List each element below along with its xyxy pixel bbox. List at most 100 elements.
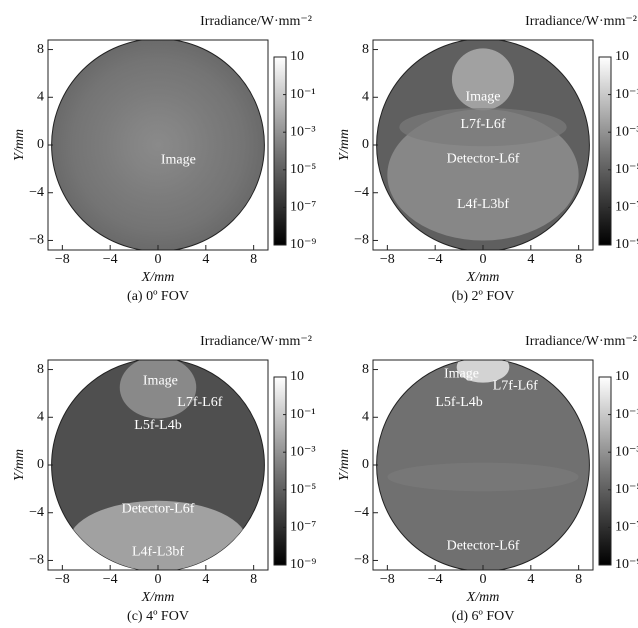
y-axis-label: Y/mm bbox=[12, 449, 27, 481]
annotation: L7f-L6f bbox=[493, 378, 538, 393]
y-tick-label: −8 bbox=[29, 553, 44, 568]
x-tick-label: 4 bbox=[527, 252, 534, 267]
y-tick-label: −8 bbox=[29, 233, 44, 248]
colorbar bbox=[598, 56, 612, 246]
y-tick-label: −4 bbox=[29, 505, 44, 520]
y-tick-label: −4 bbox=[29, 185, 44, 200]
x-tick-label: −4 bbox=[428, 252, 443, 267]
x-axis-label: X/mm bbox=[466, 270, 500, 285]
heatmap-image bbox=[376, 40, 590, 250]
y-tick-label: 0 bbox=[37, 457, 44, 472]
x-tick-label: −8 bbox=[55, 252, 70, 267]
bright-region bbox=[387, 462, 579, 492]
x-tick-label: −8 bbox=[380, 572, 395, 587]
y-tick-label: 4 bbox=[362, 89, 369, 104]
colorbar-tick-label: 10⁻⁹ bbox=[290, 557, 316, 572]
x-tick-label: 4 bbox=[202, 252, 209, 267]
heatmap-image bbox=[376, 360, 590, 570]
x-tick-label: −4 bbox=[103, 572, 118, 587]
x-tick-label: 0 bbox=[480, 252, 487, 267]
x-tick-label: 8 bbox=[575, 572, 582, 587]
y-axis-label: Y/mm bbox=[12, 129, 27, 161]
colorbar-tick-label: 10⁻⁵ bbox=[290, 162, 316, 177]
x-tick-label: 8 bbox=[250, 572, 257, 587]
colorbar-tick-label: 10⁻⁹ bbox=[290, 237, 316, 252]
annotation: L7f-L6f bbox=[177, 395, 222, 410]
annotation: Image bbox=[466, 89, 501, 104]
colorbar-tick-label: 10⁻⁹ bbox=[615, 237, 638, 252]
annotation: L5f-L4b bbox=[435, 395, 482, 410]
colorbar-tick-label: 10⁻³ bbox=[615, 124, 638, 139]
disc bbox=[51, 40, 265, 250]
x-tick-label: 0 bbox=[155, 252, 162, 267]
colorbar-tick-label: 10⁻³ bbox=[615, 444, 638, 459]
colorbar-tick-label: 10⁻⁹ bbox=[615, 557, 638, 572]
annotation: Image bbox=[161, 153, 196, 168]
annotation: Detector-L6f bbox=[447, 152, 520, 167]
bright-region bbox=[399, 108, 567, 147]
colorbar bbox=[598, 376, 612, 566]
bright-region bbox=[451, 48, 515, 111]
colorbar-tick-label: 10⁻¹ bbox=[615, 407, 638, 422]
y-tick-label: 4 bbox=[362, 409, 369, 424]
x-tick-label: 8 bbox=[250, 252, 257, 267]
y-tick-label: −4 bbox=[354, 185, 369, 200]
x-tick-label: 4 bbox=[527, 572, 534, 587]
colorbar-tick-label: 10 bbox=[290, 369, 304, 384]
x-tick-label: −4 bbox=[103, 252, 118, 267]
annotation: Detector-L6f bbox=[447, 538, 520, 553]
y-tick-label: 8 bbox=[362, 42, 369, 57]
x-tick-label: −8 bbox=[55, 572, 70, 587]
colorbar-title: Irradiance/W·mm⁻² bbox=[200, 14, 312, 29]
colorbar-title: Irradiance/W·mm⁻² bbox=[525, 334, 637, 349]
x-axis-label: X/mm bbox=[466, 590, 500, 605]
colorbar-tick-label: 10⁻¹ bbox=[290, 87, 316, 102]
y-tick-label: 0 bbox=[37, 137, 44, 152]
caption: (b) 2º FOV bbox=[452, 289, 515, 304]
panel: −8 −4 0 4 8 −8 −4 0 4 8 X/mm Y/mm (c) 4º FOV Image L7f… bbox=[12, 334, 316, 624]
x-tick-label: −8 bbox=[380, 252, 395, 267]
caption: (c) 4º FOV bbox=[127, 609, 189, 624]
colorbar-title: Irradiance/W·mm⁻² bbox=[525, 14, 637, 29]
annotation: L7f-L6f bbox=[460, 117, 505, 132]
colorbar-title: Irradiance/W·mm⁻² bbox=[200, 334, 312, 349]
annotation: L4f-L3bf bbox=[457, 197, 509, 212]
disc-features bbox=[387, 360, 579, 492]
annotation: L5f-L4b bbox=[134, 418, 181, 433]
x-tick-label: 4 bbox=[202, 572, 209, 587]
heatmap-image bbox=[51, 40, 265, 250]
colorbar-tick-label: 10⁻¹ bbox=[615, 87, 638, 102]
y-tick-label: 4 bbox=[37, 89, 44, 104]
x-axis-label: X/mm bbox=[141, 270, 175, 285]
x-tick-label: 0 bbox=[155, 572, 162, 587]
colorbar-tick-label: 10 bbox=[615, 369, 629, 384]
colorbar-tick-label: 10⁻⁵ bbox=[615, 162, 638, 177]
colorbar-tick-label: 10 bbox=[290, 49, 304, 64]
y-tick-label: 4 bbox=[37, 409, 44, 424]
x-tick-label: 0 bbox=[480, 572, 487, 587]
y-tick-label: 0 bbox=[362, 457, 369, 472]
y-tick-label: 8 bbox=[37, 362, 44, 377]
colorbar-tick-label: 10⁻⁵ bbox=[290, 482, 316, 497]
colorbar-tick-label: 10⁻⁷ bbox=[290, 520, 316, 535]
y-tick-label: −8 bbox=[354, 553, 369, 568]
x-tick-label: 8 bbox=[575, 252, 582, 267]
colorbar-tick-label: 10 bbox=[615, 49, 629, 64]
panel: −8 −4 0 4 8 −8 −4 0 4 8 X/mm Y/mm (a) 0º FOV Image 10 1… bbox=[12, 14, 316, 304]
colorbar-tick-label: 10⁻³ bbox=[290, 124, 316, 139]
colorbar-tick-label: 10⁻³ bbox=[290, 444, 316, 459]
annotation: Image bbox=[143, 374, 178, 389]
caption: (a) 0º FOV bbox=[127, 289, 189, 304]
x-tick-label: −4 bbox=[428, 572, 443, 587]
y-tick-label: 8 bbox=[362, 362, 369, 377]
colorbar-tick-label: 10⁻⁷ bbox=[615, 200, 638, 215]
bright-region bbox=[456, 360, 510, 383]
colorbar-tick-label: 10⁻⁵ bbox=[615, 482, 638, 497]
panel: −8 −4 0 4 8 −8 −4 0 4 8 X/mm Y/mm (d) 6º FOV Image L7f… bbox=[337, 334, 638, 624]
caption: (d) 6º FOV bbox=[452, 609, 515, 624]
x-axis-label: X/mm bbox=[141, 590, 175, 605]
colorbar bbox=[273, 376, 287, 566]
y-tick-label: 8 bbox=[37, 42, 44, 57]
y-tick-label: 0 bbox=[362, 137, 369, 152]
